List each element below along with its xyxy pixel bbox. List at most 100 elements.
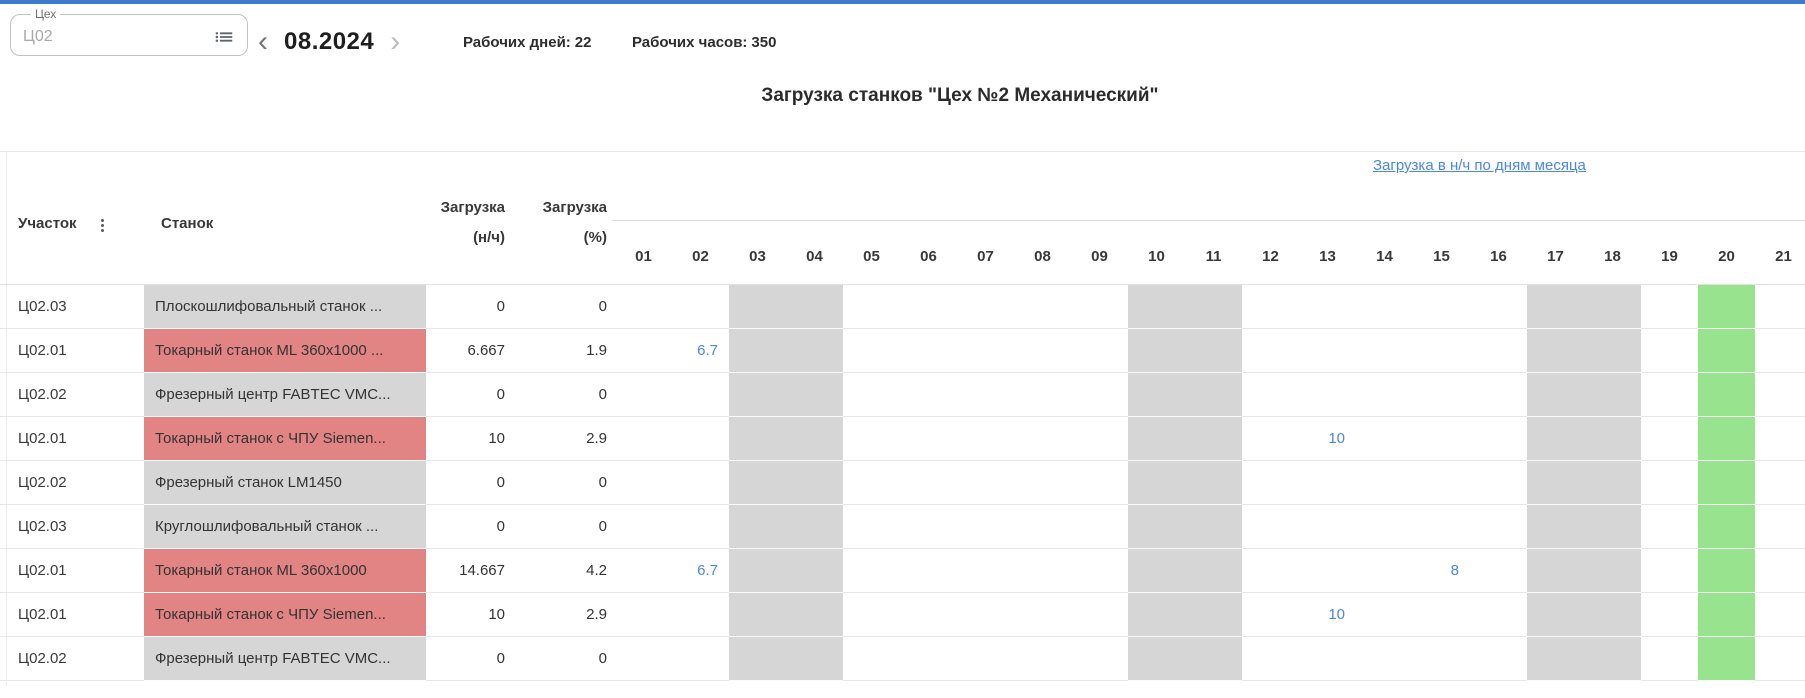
- section-cell: Ц02.03: [18, 518, 67, 535]
- day-cell-08: [1014, 285, 1071, 329]
- day-cell-01: [615, 505, 672, 549]
- day-cell-13: [1299, 505, 1356, 549]
- day-cell-06: [900, 285, 957, 329]
- day-cell-21: [1755, 505, 1805, 549]
- day-cell-02[interactable]: 6.7: [697, 562, 718, 579]
- day-header-03: 03: [749, 248, 766, 265]
- machine-load-table: Загрузка в н/ч по дням месяца Участок Ст…: [0, 151, 1805, 698]
- machine-cell: Токарный станок ML 360x1000: [144, 549, 426, 593]
- day-cell-05: [843, 549, 900, 593]
- day-cell-04: [786, 285, 843, 329]
- day-cell-01: [615, 285, 672, 329]
- day-cell-07: [957, 285, 1014, 329]
- load-nh-cell: 0: [496, 474, 505, 491]
- day-cell-13[interactable]: 10: [1328, 606, 1345, 623]
- workshop-select-value: Ц02: [23, 28, 53, 45]
- table-row: Ц02.03 Плоскошлифовальный станок ... 0 0: [0, 285, 1805, 329]
- day-cell-15: [1413, 637, 1470, 681]
- day-cell-05: [843, 285, 900, 329]
- machine-cell: Токарный станок с ЧПУ Siemen...: [144, 593, 426, 637]
- day-cell-19: [1641, 373, 1698, 417]
- day-cell-13: [1299, 461, 1356, 505]
- day-cell-07: [957, 505, 1014, 549]
- day-header-11: 11: [1205, 248, 1222, 265]
- table-row: Ц02.01 Токарный станок ML 360x1000 14.667 4…: [0, 549, 1805, 593]
- day-cell-20: [1698, 285, 1755, 329]
- day-cell-02: [672, 461, 729, 505]
- day-cell-12: [1242, 593, 1299, 637]
- load-nh-cell: 0: [496, 518, 505, 535]
- workshop-select-label: Цех: [35, 7, 57, 21]
- workshop-select[interactable]: Цех Ц02: [10, 8, 248, 56]
- load-nh-cell: 10: [488, 430, 505, 447]
- day-cell-04: [786, 373, 843, 417]
- day-header-14: 14: [1376, 248, 1393, 265]
- column-header-load-pct: Загрузка (%): [542, 199, 607, 246]
- daily-load-link[interactable]: Загрузка в н/ч по дням месяца: [1373, 157, 1586, 174]
- day-cell-18: [1584, 505, 1641, 549]
- day-cell-09: [1071, 505, 1128, 549]
- day-cell-20: [1698, 373, 1755, 417]
- page-title: Загрузка станков "Цех №2 Механический": [761, 85, 1159, 106]
- day-cell-11: [1185, 637, 1242, 681]
- day-cell-06: [900, 593, 957, 637]
- day-cell-06: [900, 461, 957, 505]
- day-cell-07: [957, 417, 1014, 461]
- day-cell-12: [1242, 637, 1299, 681]
- load-nh-cell: 0: [496, 386, 505, 403]
- day-cell-13: [1299, 637, 1356, 681]
- day-cell-02: [672, 417, 729, 461]
- day-cell-03: [729, 593, 786, 637]
- day-cell-10: [1128, 285, 1185, 329]
- day-cell-01: [615, 461, 672, 505]
- day-cell-04: [786, 549, 843, 593]
- day-cell-17: [1527, 285, 1584, 329]
- day-cell-13[interactable]: 10: [1328, 430, 1345, 447]
- day-header-09: 09: [1091, 248, 1108, 265]
- header-divider: [0, 151, 1805, 152]
- day-cell-08: [1014, 593, 1071, 637]
- top-accent-bar: [0, 0, 1805, 4]
- day-header-13: 13: [1319, 248, 1336, 265]
- day-cell-02[interactable]: 6.7: [697, 342, 718, 359]
- day-cell-16: [1470, 637, 1527, 681]
- day-cell-17: [1527, 373, 1584, 417]
- column-menu-icon[interactable]: [99, 217, 106, 234]
- day-cell-12: [1242, 505, 1299, 549]
- day-cell-12: [1242, 417, 1299, 461]
- day-cell-05: [843, 637, 900, 681]
- day-cell-20: [1698, 329, 1755, 373]
- day-cell-18: [1584, 329, 1641, 373]
- day-cell-20: [1698, 461, 1755, 505]
- table-row: Ц02.01 Токарный станок ML 360x1000 ... 6.6…: [0, 329, 1805, 373]
- day-cell-17: [1527, 329, 1584, 373]
- load-pct-cell: 0: [598, 298, 607, 315]
- day-cell-05: [843, 593, 900, 637]
- day-cell-18: [1584, 417, 1641, 461]
- day-cell-19: [1641, 285, 1698, 329]
- day-cell-15: [1413, 505, 1470, 549]
- prev-month-button[interactable]: ‹: [258, 25, 268, 58]
- day-cell-10: [1128, 461, 1185, 505]
- day-cell-21: [1755, 637, 1805, 681]
- day-cell-11: [1185, 417, 1242, 461]
- day-cell-20: [1698, 593, 1755, 637]
- day-cell-20: [1698, 637, 1755, 681]
- list-icon[interactable]: [213, 26, 235, 48]
- day-cell-06: [900, 373, 957, 417]
- month-navigator: ‹ 08.2024 ›: [256, 22, 402, 62]
- day-cell-18: [1584, 549, 1641, 593]
- day-cell-11: [1185, 373, 1242, 417]
- day-cell-05: [843, 505, 900, 549]
- day-cell-14: [1356, 461, 1413, 505]
- day-cell-10: [1128, 637, 1185, 681]
- day-cell-01: [615, 373, 672, 417]
- day-cell-16: [1470, 593, 1527, 637]
- next-month-button[interactable]: ›: [390, 25, 401, 58]
- day-cell-19: [1641, 417, 1698, 461]
- day-cell-17: [1527, 461, 1584, 505]
- day-cell-15[interactable]: 8: [1450, 562, 1459, 579]
- day-cell-14: [1356, 417, 1413, 461]
- column-header-section: Участок: [18, 215, 77, 232]
- day-cell-21: [1755, 373, 1805, 417]
